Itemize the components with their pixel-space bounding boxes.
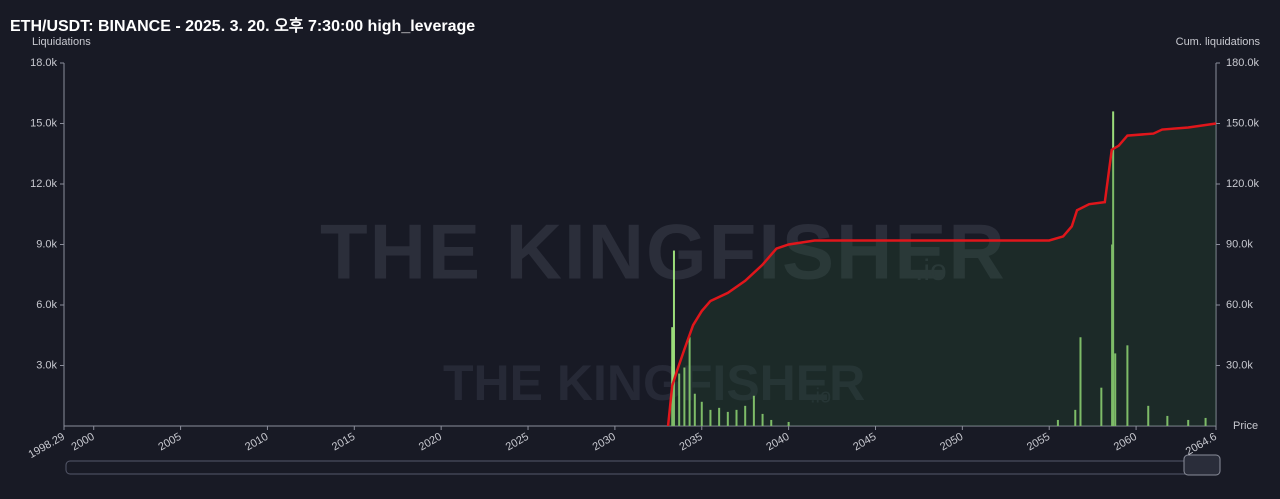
bar: [678, 373, 681, 426]
y2-tick-label: 180.0k: [1226, 57, 1260, 69]
watermark: .io: [810, 385, 831, 407]
bar: [683, 367, 686, 426]
y-tick-label: 6.0k: [36, 299, 57, 311]
y-tick-label: 9.0k: [36, 238, 57, 250]
bar: [1114, 353, 1117, 426]
bar: [1147, 405, 1150, 426]
bar: [1112, 111, 1115, 427]
y-tick-label: 3.0k: [36, 359, 57, 371]
x-tick-label: 2000: [69, 431, 96, 454]
x-tick-label: 2030: [591, 431, 618, 454]
bar: [770, 419, 773, 426]
x-tick-label: 2020: [417, 431, 444, 454]
watermark: THE KINGFISHER: [320, 208, 1007, 296]
bar: [726, 411, 729, 426]
x-tick-label: 1998.29: [27, 431, 67, 461]
y-tick-label: 12.0k: [30, 178, 57, 190]
bar: [709, 409, 712, 426]
y2-axis-label: Cum. liquidations: [1176, 36, 1261, 48]
bar: [1056, 419, 1059, 426]
bar: [1187, 419, 1190, 426]
y2-tick-label: 60.0k: [1226, 299, 1253, 311]
scroll-handle[interactable]: [1183, 454, 1221, 476]
bar: [1100, 387, 1103, 426]
bar: [752, 395, 755, 426]
bar: [744, 405, 747, 426]
bar: [671, 327, 674, 426]
watermark: THE KINGFISHER: [443, 355, 865, 411]
bar: [672, 250, 675, 426]
bar: [1079, 337, 1082, 426]
watermark: .io: [915, 254, 947, 287]
y2-tick-label: 120.0k: [1226, 178, 1260, 190]
bar: [735, 409, 738, 426]
area: [668, 123, 1216, 426]
x-tick-label: 2010: [243, 431, 270, 454]
bar: [1166, 415, 1169, 426]
x-tick-label: 2055: [1025, 431, 1052, 454]
y-axis-label: Liquidations: [32, 36, 91, 48]
x-tick-label: 2005: [156, 431, 183, 454]
x-axis-label: Price: [1233, 420, 1258, 432]
bar: [1204, 417, 1207, 426]
y2-tick-label: 150.0k: [1226, 117, 1260, 129]
chart-title: ETH/USDT: BINANCE - 2025. 3. 20. 오후 7:30…: [10, 16, 475, 35]
bar: [718, 407, 721, 426]
bar: [1126, 345, 1129, 426]
bar: [693, 393, 696, 426]
bar: [1074, 409, 1077, 426]
y-tick-label: 15.0k: [30, 117, 57, 129]
x-tick-label: 2040: [764, 431, 791, 454]
line: [666, 122, 1217, 427]
x-tick-label: 2060: [1112, 431, 1139, 454]
y2-tick-label: 90.0k: [1226, 238, 1253, 250]
y2-tick-label: 30.0k: [1226, 359, 1253, 371]
bar: [700, 401, 703, 426]
bar: [688, 337, 691, 426]
x-tick-label: 2015: [330, 431, 357, 454]
x-tick-label: 2050: [938, 431, 965, 454]
bar: [761, 413, 764, 426]
bar: [1111, 244, 1114, 426]
bar: [787, 421, 790, 426]
x-tick-label: 2045: [851, 431, 878, 454]
scrollbar[interactable]: [65, 460, 1221, 475]
x-tick-label: 2025: [504, 431, 531, 454]
y-tick-label: 18.0k: [30, 57, 57, 69]
x-tick-label: 2035: [678, 431, 705, 454]
x-tick-label: 2064.6: [1184, 431, 1219, 458]
